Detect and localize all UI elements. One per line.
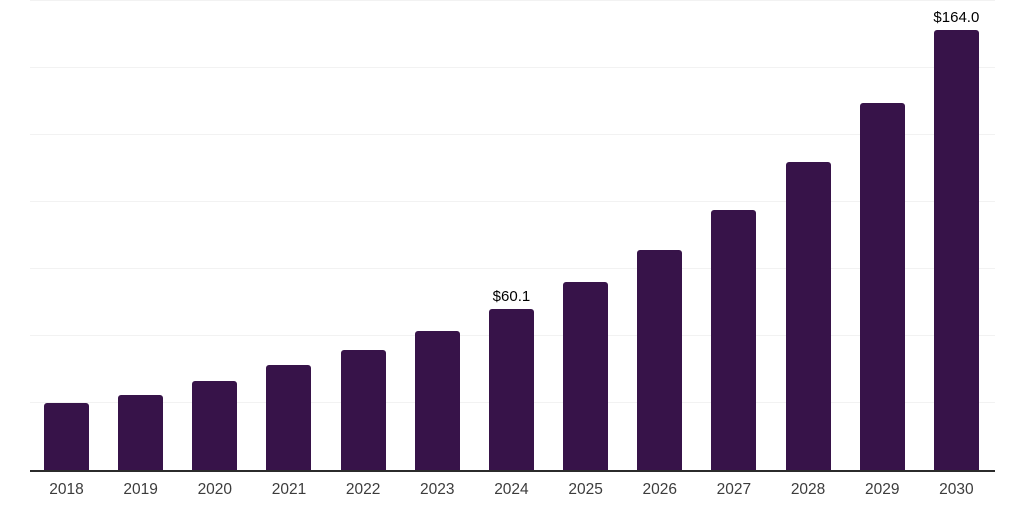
bar-2022: [340, 349, 386, 470]
bars-container: $60.1 $164.0: [30, 1, 995, 470]
gridline: [30, 0, 995, 1]
x-tick-label: 2029: [864, 481, 900, 498]
bar-2027: [711, 209, 757, 470]
x-tick-label: 2025: [568, 481, 603, 498]
bar-2018: [44, 403, 89, 470]
gridline: [30, 201, 995, 202]
x-tick-label: 2027: [716, 481, 752, 498]
bar-2020: [192, 381, 238, 470]
x-tick-label: 2020: [197, 481, 233, 498]
x-tick-label: 2023: [420, 481, 455, 498]
x-tick-label: 2028: [790, 481, 826, 498]
bar-2029: [859, 102, 905, 470]
bar-2019: [118, 394, 164, 470]
x-axis-tick-labels: 2018 2019 2020 2021 2022 2023 2024 2025 2026 2027…: [30, 481, 995, 499]
bar-2023: [414, 330, 460, 470]
x-tick-label: 2026: [642, 481, 677, 498]
x-tick-label: 2018: [49, 481, 84, 498]
gridline: [30, 268, 995, 269]
bar-2028: [785, 161, 831, 470]
bar-2030: $164.0: [933, 9, 979, 470]
x-tick-label: 2022: [345, 481, 381, 498]
gridline: [30, 134, 995, 135]
bar-2025: [563, 281, 609, 470]
bar-value-label: $60.1: [492, 287, 531, 305]
x-tick-label: 2019: [123, 481, 158, 498]
x-tick-label: 2021: [271, 481, 307, 498]
bar-value-label: $164.0: [933, 9, 980, 27]
bar-2026: [637, 249, 683, 470]
gridline: [30, 67, 995, 68]
x-tick-label: 2024: [494, 481, 529, 498]
x-tick-label: 2030: [939, 481, 974, 498]
plot-area: $60.1 $164.0: [30, 0, 995, 472]
bar-2021: [266, 365, 312, 470]
bar-2024: $60.1: [488, 288, 534, 470]
